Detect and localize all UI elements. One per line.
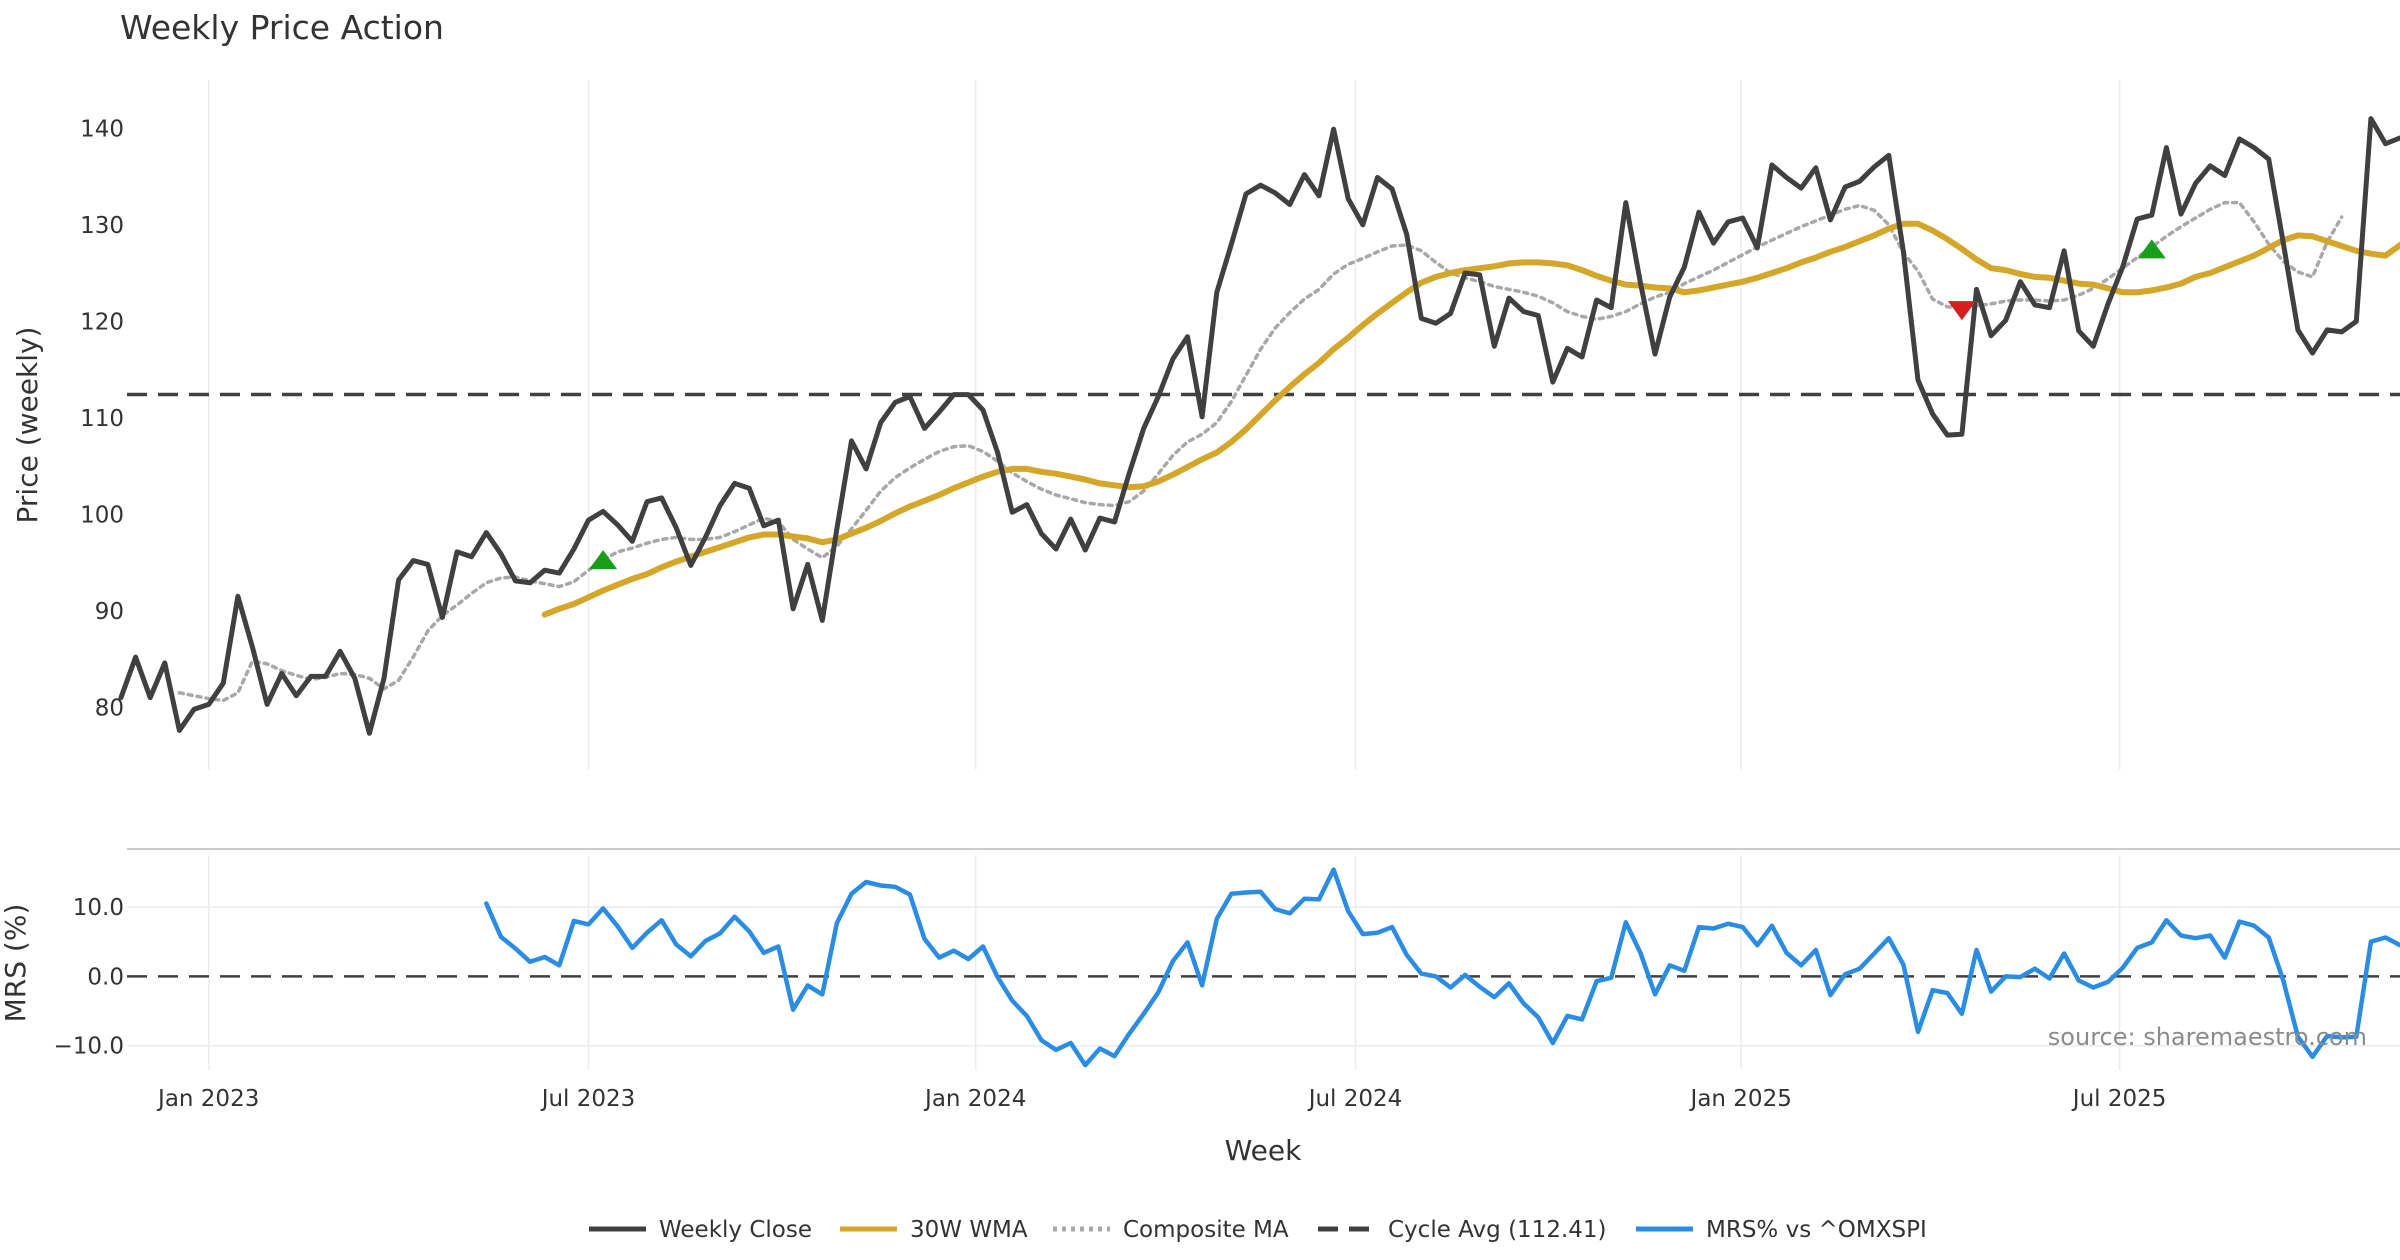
composite-ma-line (177, 200, 2344, 703)
legend-label-mrs-vs-omxspi: MRS% vs ^OMXSPI (1706, 1217, 1927, 1243)
price-y-tick: 80 (95, 695, 124, 721)
x-tick: Jul 2025 (2071, 1086, 2167, 1112)
price-y-tick: 90 (95, 599, 124, 625)
mrs-y-tick: −10.0 (54, 1034, 124, 1060)
mrs-line (484, 867, 2400, 1068)
x-tick: Jul 2023 (540, 1086, 636, 1112)
sell-signal-marker (1947, 301, 1976, 321)
mrs-series (127, 867, 2400, 1068)
legend-label-composite-ma: Composite MA (1123, 1217, 1289, 1243)
x-tick: Jan 2025 (1689, 1086, 1792, 1112)
source-annotation: source: sharemaestro.com (2048, 1023, 2367, 1051)
x-axis-label: Week (1225, 1134, 1302, 1167)
legend-label-30w-wma: 30W WMA (910, 1217, 1028, 1243)
price-gridlines (207, 80, 2121, 770)
x-tick: Jul 2024 (1307, 1086, 1403, 1112)
buy-signal-marker (589, 550, 618, 570)
mrs-y-tick-labels: 10.0 0.0 −10.0 (54, 895, 124, 1060)
x-tick: Jan 2024 (923, 1086, 1026, 1112)
price-y-tick-labels: 80 90 100 110 120 130 140 (80, 116, 124, 721)
price-y-tick: 120 (80, 309, 124, 335)
mrs-y-tick: 10.0 (73, 895, 124, 921)
signal-markers (589, 239, 2166, 570)
mrs-gridlines (127, 855, 2400, 1070)
buy-signal-marker (2137, 239, 2166, 259)
mrs-y-axis-label: MRS (%) (0, 904, 32, 1023)
chart-title: Weekly Price Action (120, 8, 444, 47)
x-tick-labels: Jan 2023 Jul 2023 Jan 2024 Jul 2024 Jan 2025… (156, 1086, 2166, 1112)
price-y-tick: 140 (80, 116, 124, 142)
mrs-y-tick: 0.0 (87, 964, 124, 990)
price-series (118, 116, 2400, 736)
price-y-axis-label: Price (weekly) (11, 327, 44, 524)
legend: Weekly Close 30W WMA Composite MA Cycle Avg… (589, 1217, 1927, 1243)
legend-label-cycle-avg-112-41: Cycle Avg (112.41) (1388, 1217, 1607, 1243)
x-tick: Jan 2023 (156, 1086, 259, 1112)
price-y-tick: 110 (80, 406, 124, 432)
weekly-close-line (118, 116, 2400, 736)
price-y-tick: 130 (80, 213, 124, 239)
legend-label-weekly-close: Weekly Close (659, 1217, 812, 1243)
price-y-tick: 100 (80, 502, 124, 528)
